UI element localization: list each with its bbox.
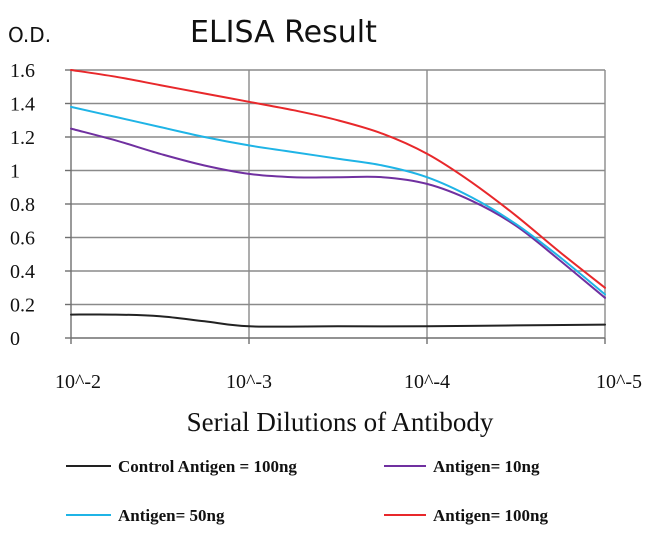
series-lines (70, 69, 606, 328)
legend: Control Antigen = 100ng Antigen= 10ng Anti… (66, 457, 549, 525)
x-tick-label: 10^-2 (55, 371, 101, 393)
y-tick-label: 1.6 (10, 60, 35, 82)
legend-label-4: Antigen= 100ng (433, 506, 549, 525)
series-line-1 (70, 313, 606, 328)
y-tick-label: 0.2 (10, 295, 35, 317)
axes (65, 69, 606, 344)
series-line-3 (70, 105, 606, 296)
y-tick-label: 1.4 (10, 94, 35, 116)
series-line-4 (70, 69, 606, 289)
y-tick-label: 0 (10, 328, 20, 350)
x-tick-label: 10^-4 (404, 371, 450, 393)
y-axis-label: O.D. (8, 23, 51, 47)
x-axis-label: Serial Dilutions of Antibody (187, 407, 494, 437)
x-tick-labels: 10^-2 10^-3 10^-4 10^-5 (55, 371, 642, 393)
y-tick-label: 0.8 (10, 194, 35, 216)
y-tick-label: 1 (10, 161, 20, 183)
y-tick-label: 0.4 (10, 261, 35, 283)
y-tick-labels: 0 0.2 0.4 0.6 0.8 1 1.2 1.4 1.6 (10, 60, 35, 350)
legend-label-3: Antigen= 50ng (118, 506, 225, 525)
x-tick-label: 10^-5 (596, 371, 642, 393)
legend-label-1: Control Antigen = 100ng (118, 457, 297, 476)
x-tick-label: 10^-3 (226, 371, 272, 393)
series-line-2 (70, 127, 606, 299)
y-tick-label: 1.2 (10, 127, 35, 149)
grid (71, 69, 606, 338)
legend-label-2: Antigen= 10ng (433, 457, 540, 476)
chart-title: ELISA Result (190, 15, 377, 50)
y-tick-label: 0.6 (10, 228, 35, 250)
